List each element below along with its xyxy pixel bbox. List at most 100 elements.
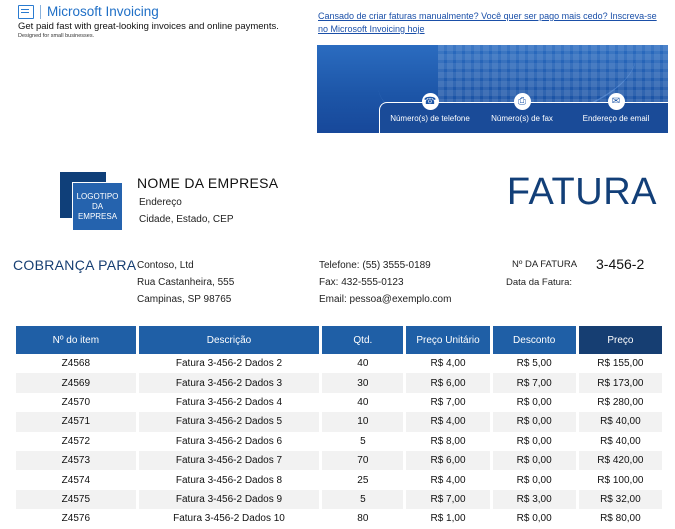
- contact-email: ✉ Endereço de email: [571, 93, 661, 123]
- cell-quantity: 25: [357, 474, 369, 486]
- cell-unit-price: R$ 6,00: [406, 373, 490, 393]
- phone-icon: ☎: [421, 93, 439, 110]
- cell-unit-price: R$ 7,00: [430, 396, 466, 408]
- cell-quantity: 40: [357, 358, 369, 370]
- table-row: Z4569 Fatura 3-456-2 Dados 3 30 R$ 6,00 …: [16, 373, 662, 393]
- contact-banner: ☎ Número(s) de telefone ⎙ Número(s) de f…: [317, 45, 668, 133]
- brand-name: Microsoft Invoicing: [47, 4, 159, 19]
- cell-discount: R$ 7,00: [492, 373, 576, 393]
- contact-phone-label: Número(s) de telefone: [390, 114, 470, 123]
- cell-item-number: Z4575: [16, 489, 136, 510]
- cell-price: R$ 280,00: [597, 396, 644, 408]
- cell-quantity: 80: [357, 513, 369, 525]
- cell-unit-price: R$ 6,00: [406, 450, 490, 471]
- cell-discount: R$ 0,00: [516, 474, 552, 486]
- cell-unit-price: R$ 8,00: [430, 435, 466, 447]
- bill-to-email: Email: pessoa@exemplo.com: [319, 294, 452, 305]
- header-description: Descrição: [138, 326, 320, 354]
- cell-unit-price: R$ 4,00: [406, 412, 490, 432]
- bill-to-name: Contoso, Ltd: [137, 260, 194, 271]
- cell-discount: R$ 0,00: [492, 412, 576, 432]
- cell-item-number: Z4573: [16, 450, 136, 471]
- bill-to-street: Rua Castanheira, 555: [137, 277, 235, 288]
- contact-phone: ☎ Número(s) de telefone: [385, 93, 475, 123]
- cell-description: Fatura 3-456-2 Dados 3: [138, 373, 320, 393]
- brand-subtext: Designed for small businesses.: [18, 33, 95, 39]
- brand-divider: [40, 4, 41, 19]
- bill-to-phone: Telefone: (55) 3555-0189: [319, 260, 431, 271]
- table-row: Z4570 Fatura 3-456-2 Dados 4 40 R$ 7,00 …: [16, 393, 662, 412]
- bill-to-fax: Fax: 432-555-0123: [319, 277, 404, 288]
- cell-price: R$ 40,00: [578, 412, 662, 432]
- cell-discount: R$ 3,00: [492, 489, 576, 510]
- cell-discount: R$ 0,00: [492, 450, 576, 471]
- promo-signup-link[interactable]: Cansado de criar faturas manualmente? Vo…: [318, 11, 657, 34]
- cell-discount: R$ 0,00: [516, 435, 552, 447]
- cell-item-number: Z4576: [61, 513, 91, 525]
- table-row: Z4572 Fatura 3-456-2 Dados 6 5 R$ 8,00 R…: [16, 432, 662, 451]
- cell-description: Fatura 3-456-2 Dados 2: [175, 358, 283, 370]
- cell-description: Fatura 3-456-2 Dados 5: [138, 412, 320, 432]
- header-unit-price: Preço Unitário: [406, 326, 490, 354]
- cell-discount: R$ 0,00: [516, 396, 552, 408]
- invoice-number: 3-456-2: [596, 256, 645, 272]
- company-address: Endereço: [139, 197, 182, 208]
- cell-discount: R$ 5,00: [516, 358, 552, 370]
- banner-pattern: [438, 45, 668, 105]
- fax-icon: ⎙: [513, 93, 531, 110]
- cell-item-number: Z4571: [16, 412, 136, 432]
- cell-unit-price: R$ 4,00: [430, 474, 466, 486]
- logo-placeholder: LOGOTIPO DA EMPRESA: [72, 182, 123, 231]
- invoice-items-table: Nº do item Descrição Qtd. Preço Unitário…: [13, 326, 665, 529]
- invoice-icon: [18, 4, 34, 19]
- cell-description: Fatura 3-456-2 Dados 10: [173, 513, 285, 525]
- table-row: Z4574 Fatura 3-456-2 Dados 8 25 R$ 4,00 …: [16, 470, 662, 489]
- bill-to-title: COBRANÇA PARA: [13, 257, 137, 273]
- cell-item-number: Z4572: [61, 435, 91, 447]
- contact-email-label: Endereço de email: [582, 114, 650, 123]
- cell-description: Fatura 3-456-2 Dados 8: [175, 474, 283, 486]
- table-header-row: Nº do item Descrição Qtd. Preço Unitário…: [16, 326, 662, 354]
- brand-tagline: Get paid fast with great-looking invoice…: [18, 21, 279, 32]
- header-price: Preço: [578, 326, 662, 354]
- bill-to-city: Campinas, SP 98765: [137, 294, 232, 305]
- cell-description: Fatura 3-456-2 Dados 7: [138, 450, 320, 471]
- invoice-date-label: Data da Fatura:: [506, 277, 573, 288]
- cell-unit-price: R$ 1,00: [430, 513, 466, 525]
- header-item-number: Nº do item: [16, 326, 136, 354]
- cell-item-number: Z4568: [61, 358, 91, 370]
- invoice-number-label: Nº DA FATURA: [512, 259, 578, 270]
- contact-fax-label: Número(s) de fax: [491, 114, 553, 123]
- company-name: NOME DA EMPRESA: [137, 175, 279, 191]
- cell-unit-price: R$ 7,00: [406, 489, 490, 510]
- cell-price: R$ 80,00: [600, 513, 641, 525]
- company-city: Cidade, Estado, CEP: [139, 214, 234, 225]
- cell-item-number: Z4569: [16, 373, 136, 393]
- table-row: Z4573 Fatura 3-456-2 Dados 7 70 R$ 6,00 …: [16, 450, 662, 471]
- company-logo: LOGOTIPO DA EMPRESA: [60, 172, 123, 231]
- cell-description: Fatura 3-456-2 Dados 9: [138, 489, 320, 510]
- cell-quantity: 10: [322, 412, 404, 432]
- cell-price: R$ 420,00: [578, 450, 662, 471]
- table-row: Z4568 Fatura 3-456-2 Dados 2 40 R$ 4,00 …: [16, 354, 662, 373]
- document-title: FATURA: [506, 171, 657, 213]
- cell-item-number: Z4574: [61, 474, 91, 486]
- cell-price: R$ 155,00: [597, 358, 644, 370]
- table-row: Z4575 Fatura 3-456-2 Dados 9 5 R$ 7,00 R…: [16, 489, 662, 510]
- cell-item-number: Z4570: [61, 396, 91, 408]
- cell-unit-price: R$ 4,00: [430, 358, 466, 370]
- cell-quantity: 5: [322, 489, 404, 510]
- microsoft-invoicing-brand: Microsoft Invoicing Get paid fast with g…: [18, 4, 279, 39]
- contact-fax: ⎙ Número(s) de fax: [477, 93, 567, 123]
- cell-quantity: 70: [322, 450, 404, 471]
- cell-quantity: 40: [357, 396, 369, 408]
- cell-price: R$ 32,00: [578, 489, 662, 510]
- cell-description: Fatura 3-456-2 Dados 6: [175, 435, 283, 447]
- table-row: Z4576 Fatura 3-456-2 Dados 10 80 R$ 1,00…: [16, 509, 662, 528]
- table-row: Z4571 Fatura 3-456-2 Dados 5 10 R$ 4,00 …: [16, 412, 662, 432]
- cell-discount: R$ 0,00: [516, 513, 552, 525]
- email-icon: ✉: [607, 93, 625, 110]
- cell-quantity: 30: [322, 373, 404, 393]
- cell-price: R$ 100,00: [597, 474, 644, 486]
- cell-price: R$ 173,00: [578, 373, 662, 393]
